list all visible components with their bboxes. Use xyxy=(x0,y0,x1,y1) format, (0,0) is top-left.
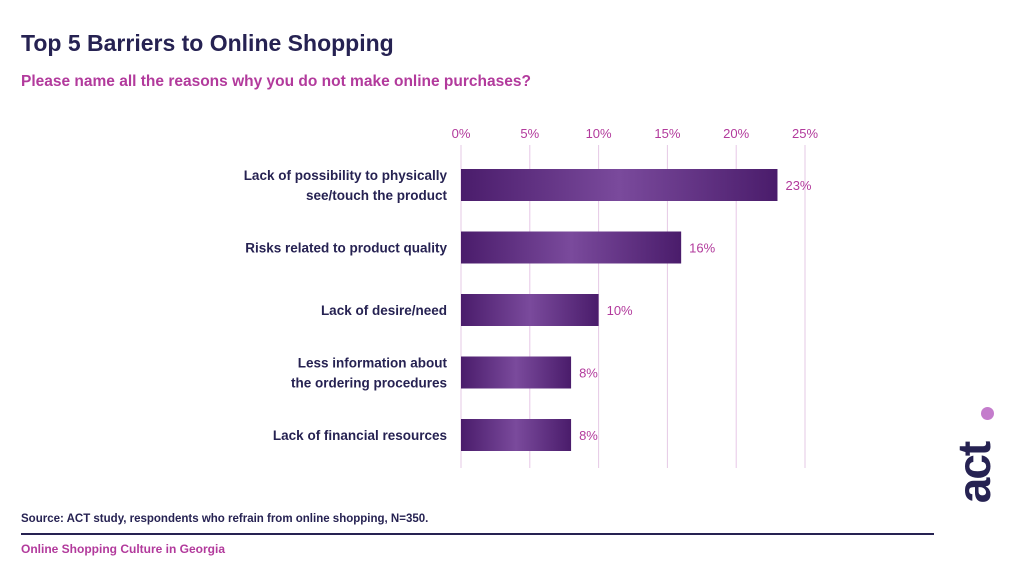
data-label: 8% xyxy=(579,366,598,381)
data-labels: 23% 16% 10% 8% 8% xyxy=(579,178,812,443)
category-label: Lack of desire/need xyxy=(321,303,447,318)
x-tick-label: 5% xyxy=(520,126,539,141)
bar xyxy=(461,356,572,389)
data-label: 23% xyxy=(785,178,811,193)
footer-divider xyxy=(21,533,934,535)
category-label: Lack of possibility to physically xyxy=(244,168,448,183)
x-tick-label: 15% xyxy=(654,126,680,141)
bar xyxy=(461,169,778,201)
category-label: Lack of financial resources xyxy=(273,428,447,443)
category-label: Risks related to product quality xyxy=(245,241,447,256)
bar xyxy=(461,231,682,264)
x-tick-label: 25% xyxy=(792,126,818,141)
source-note: Source: ACT study, respondents who refra… xyxy=(21,513,429,525)
category-label: Less information about xyxy=(298,356,448,371)
bar xyxy=(461,419,572,451)
x-tick-label: 20% xyxy=(723,126,749,141)
x-tick-label: 10% xyxy=(586,126,612,141)
chart-subtitle: Please name all the reasons why you do n… xyxy=(21,73,531,90)
data-label: 8% xyxy=(579,428,598,443)
category-label: the ordering procedures xyxy=(291,376,447,391)
data-label: 10% xyxy=(607,303,633,318)
act-logo-text: act xyxy=(948,442,1000,504)
x-axis-ticks: 0% 5% 10% 15% 20% 25% xyxy=(452,126,819,141)
data-label: 16% xyxy=(689,241,715,256)
x-tick-label: 0% xyxy=(452,126,471,141)
category-label: see/touch the product xyxy=(306,188,448,203)
act-logo-dot xyxy=(981,407,994,420)
bars xyxy=(461,169,778,451)
category-labels: Lack of possibility to physically see/tou… xyxy=(244,168,448,443)
act-logo: act xyxy=(948,405,1000,535)
chart-title: Top 5 Barriers to Online Shopping xyxy=(21,30,394,56)
footer-text: Online Shopping Culture in Georgia xyxy=(21,542,225,556)
bar xyxy=(461,294,599,326)
